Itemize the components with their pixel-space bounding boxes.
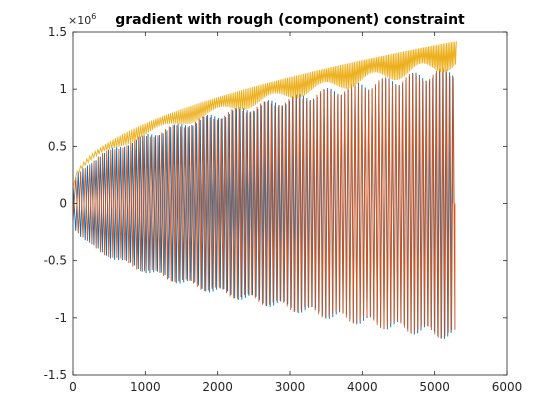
x-tick-label: 4000 <box>347 380 378 394</box>
x-tick-label: 5000 <box>419 380 450 394</box>
y-tick-label: 1 <box>59 82 67 96</box>
x-tick-label: 1000 <box>130 380 161 394</box>
x-tick-label: 2000 <box>202 380 233 394</box>
y-tick-label: -0.5 <box>44 254 67 268</box>
y-axis: -1.5 -1 -0.5 0 0.5 1 1.5 <box>44 25 507 382</box>
series-line-3 <box>72 41 457 187</box>
series-line-2 <box>72 68 456 339</box>
chart-title: gradient with rough (component) constrai… <box>115 12 465 28</box>
series-layer <box>72 41 457 339</box>
x-tick-label: 3000 <box>275 380 306 394</box>
y-exponent-label: ×106 <box>68 12 96 27</box>
x-tick-label: 0 <box>69 380 77 394</box>
y-tick-label: -1.5 <box>44 368 67 382</box>
y-tick-label: -1 <box>55 311 67 325</box>
y-tick-label: 0.5 <box>48 139 67 153</box>
y-tick-label: 0 <box>59 197 67 211</box>
x-axis: 0 1000 2000 3000 4000 5000 6000 <box>69 32 522 394</box>
x-tick-label: 6000 <box>492 380 523 394</box>
y-tick-label: 1.5 <box>48 25 67 39</box>
